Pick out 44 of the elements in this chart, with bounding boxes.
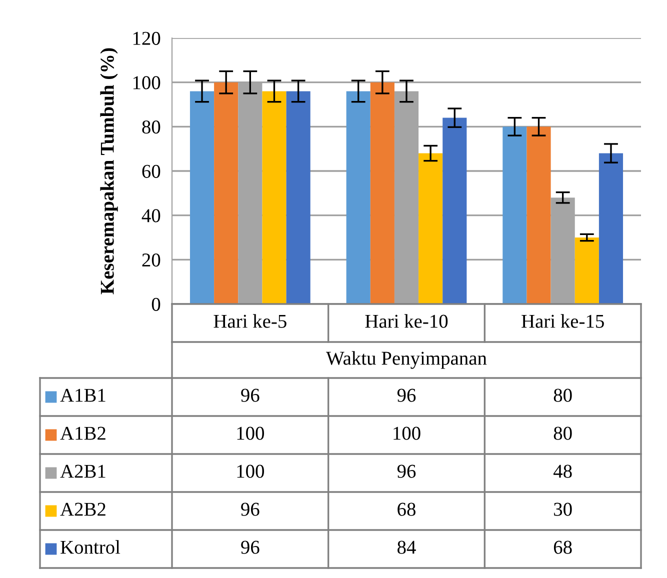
bar [262,91,286,304]
data-label: 84 [398,540,416,554]
data-label: 96 [397,388,416,402]
data-label: 96 [241,502,260,516]
x-tick-label: Hari ke-15 [522,314,604,328]
legend-label: A2B2 [60,502,106,516]
bar [598,153,624,304]
data-label: 30 [554,502,572,516]
legend-label: A2B1 [60,464,106,478]
y-tick-label: 100 [133,76,160,90]
y-tick-label: 80 [142,120,160,134]
legend-label: A1B1 [60,388,106,402]
legend-label: A1B2 [60,426,106,440]
data-label: 96 [241,388,260,402]
bar [418,153,443,304]
x-tick-label: Hari ke-5 [214,314,286,328]
bar [214,82,238,304]
bar [502,126,527,304]
legend-label: Kontrol [60,540,120,554]
y-tick-label: 40 [142,209,160,222]
bar [286,91,310,304]
bar [442,118,467,304]
data-label: 68 [554,540,572,554]
bar [370,82,394,304]
bar [526,126,551,304]
y-tick-label: 0 [152,298,160,311]
data-label: 100 [394,426,420,440]
bar [190,91,214,304]
x-tick-label: Hari ke-10 [365,314,448,328]
y-axis-title: Keseremapakan Tumbuh (%) [100,48,118,294]
data-label: 100 [237,464,264,478]
data-label: 100 [237,426,264,440]
y-tick-label: 120 [133,32,160,45]
data-label: 80 [554,426,572,440]
y-tick-label: 20 [142,253,160,267]
data-label: 80 [554,388,572,402]
bar [346,91,370,304]
data-label: 96 [397,464,416,478]
data-label: 68 [398,502,416,516]
data-label: 96 [241,540,260,554]
y-tick-label: 60 [142,164,160,178]
x-axis-title: Waktu Penyimpanan [326,351,487,369]
bar [574,238,599,304]
data-label: 48 [553,464,572,478]
